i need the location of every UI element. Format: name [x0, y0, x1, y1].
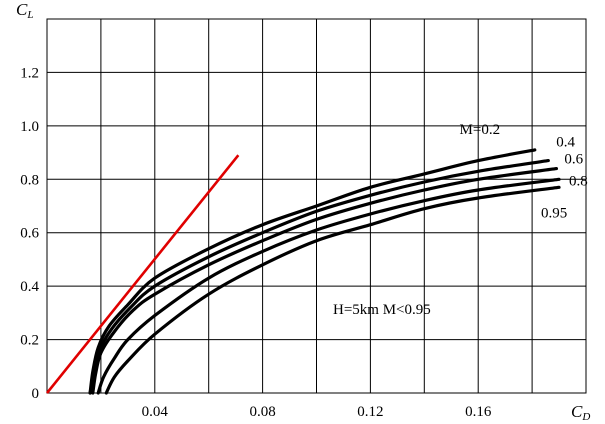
series-curve-5	[104, 185, 561, 395]
y-tick-label: 0.8	[20, 172, 39, 188]
series-curve-4	[96, 177, 561, 395]
series-curve-3	[91, 167, 558, 395]
plot-frame	[46, 18, 587, 394]
x-tick-label: 0.08	[249, 404, 275, 420]
y-tick-label: 0.4	[20, 279, 39, 295]
series-label-2: 0.4	[556, 135, 575, 151]
x-axis-title: CD	[571, 402, 590, 423]
y-tick-labels: 0 0.2 0.4 0.6 0.8 1.0 1.2	[20, 65, 39, 402]
x-tick-label: 0.04	[142, 404, 169, 420]
y-tick-label: 1.2	[20, 65, 39, 81]
series-curve-1	[88, 148, 537, 395]
series-group	[88, 148, 561, 395]
x-tick-label: 0.16	[465, 404, 492, 420]
y-tick-label: 0.2	[20, 333, 39, 349]
reference-line	[45, 154, 240, 394]
series-label-5: 0.95	[541, 205, 567, 221]
y-axis-title: CL	[16, 0, 33, 21]
reference-line-group	[45, 154, 240, 394]
annotation-condition: H=5km M<0.95	[333, 302, 431, 318]
series-label-3: 0.6	[564, 152, 583, 168]
series-labels: M=0.2 0.40.6 0.80.95	[460, 122, 588, 221]
x-tick-label: 0.12	[357, 404, 383, 420]
series-curve-2	[88, 159, 550, 395]
series-label-4: 0.8	[569, 173, 588, 189]
series-label-1: M=0.2	[460, 122, 501, 138]
y-tick-label: 0	[32, 386, 40, 402]
x-tick-labels: 0.04 0.08 0.12 0.16	[142, 404, 492, 420]
y-tick-label: 0.6	[20, 226, 39, 242]
y-tick-label: 1.0	[20, 119, 39, 135]
